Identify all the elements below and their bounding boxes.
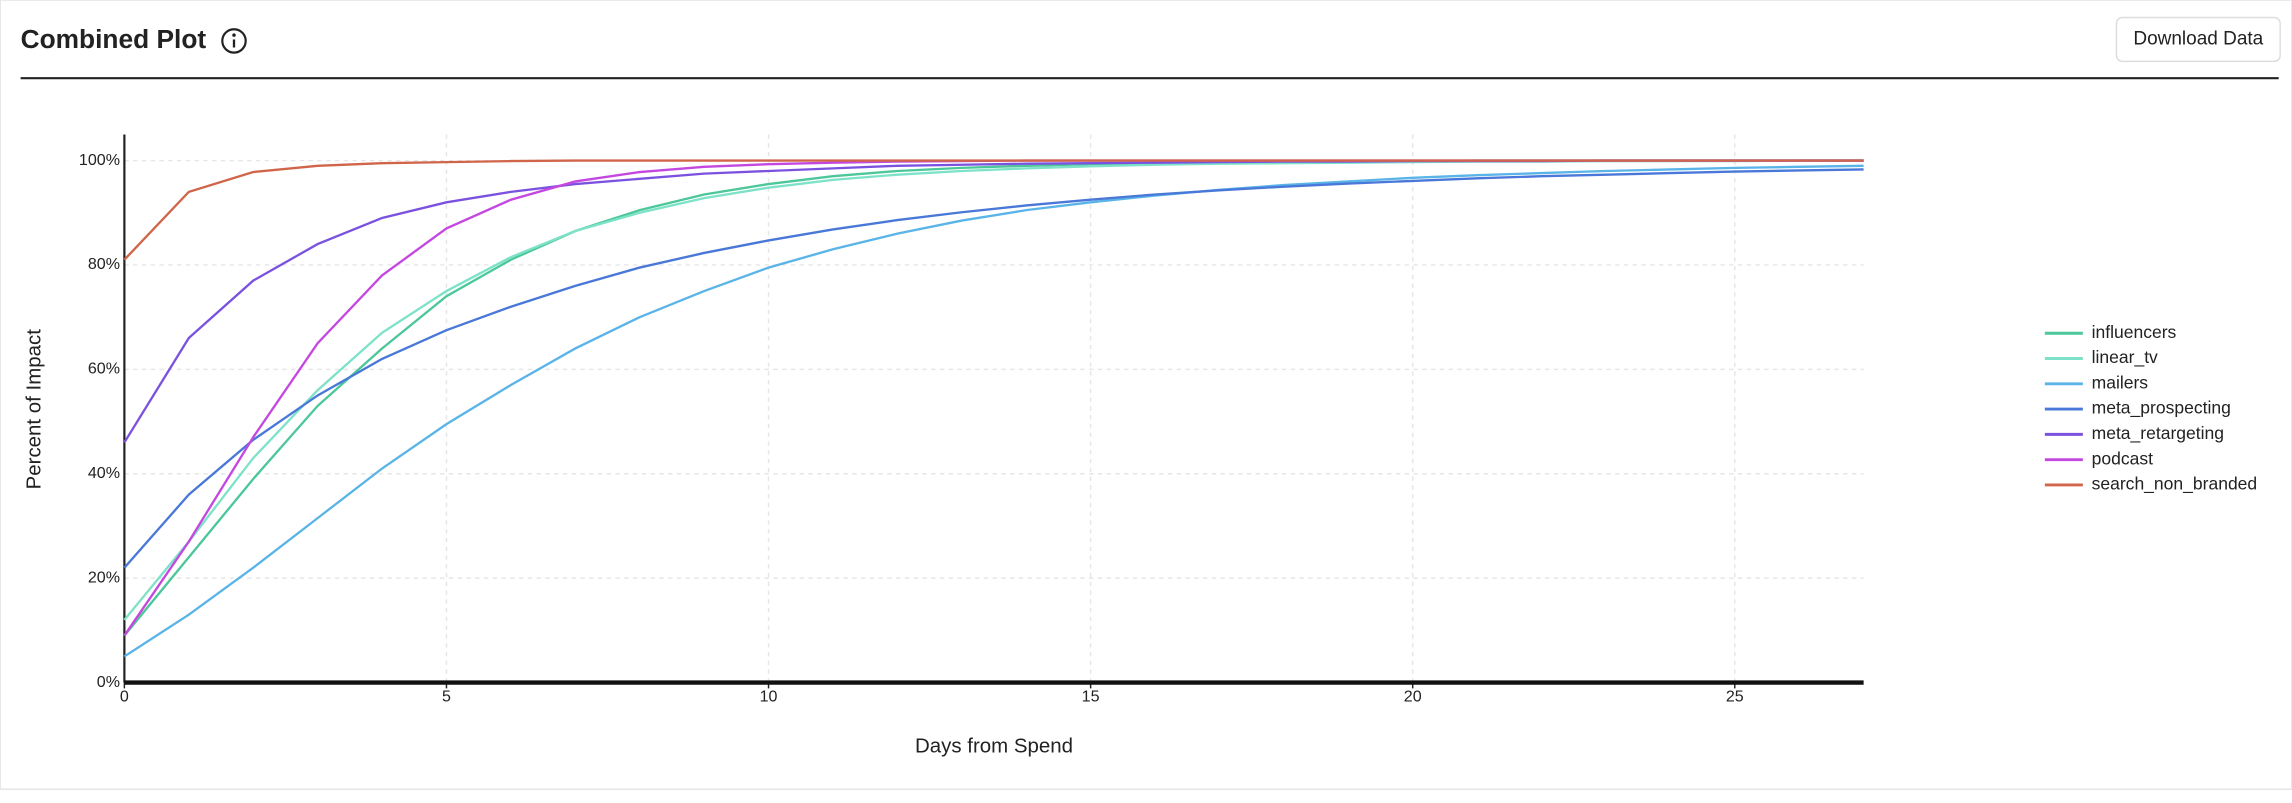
y-tick-label: 0% <box>97 673 120 691</box>
x-tick-label: 20 <box>1404 687 1422 705</box>
x-tick-label: 5 <box>442 687 451 705</box>
x-tick-label: 10 <box>760 687 778 705</box>
x-tick-label: 15 <box>1082 687 1100 705</box>
button-label[interactable]: Download Data <box>2133 28 2263 49</box>
y-tick-label: 40% <box>88 464 120 482</box>
legend-label: mailers <box>2092 372 2149 392</box>
legend-label: search_non_branded <box>2092 474 2258 495</box>
series-line <box>123 159 1864 261</box>
legend-label: podcast <box>2092 448 2153 468</box>
x-tick-label: 25 <box>1726 687 1744 705</box>
x-axis-label: Days from Spend <box>915 734 1073 757</box>
x-tick-label: 0 <box>120 687 129 705</box>
y-axis-label: Percent of Impact <box>23 329 46 490</box>
y-tick-label: 60% <box>88 360 120 378</box>
series-line <box>123 164 1864 658</box>
legend-label: meta_prospecting <box>2092 398 2231 419</box>
series-line <box>123 168 1864 569</box>
info-icon[interactable] <box>221 28 247 54</box>
y-tick-label: 100% <box>79 151 120 169</box>
legend-label: influencers <box>2092 322 2177 342</box>
download-button[interactable]: Download Data <box>2115 16 2281 63</box>
y-tick-label: 80% <box>88 255 120 273</box>
chart-title: Combined Plot <box>21 24 207 54</box>
legend-label: meta_retargeting <box>2092 423 2224 444</box>
y-tick-label: 20% <box>88 568 120 586</box>
legend-label: linear_tv <box>2092 347 2158 368</box>
